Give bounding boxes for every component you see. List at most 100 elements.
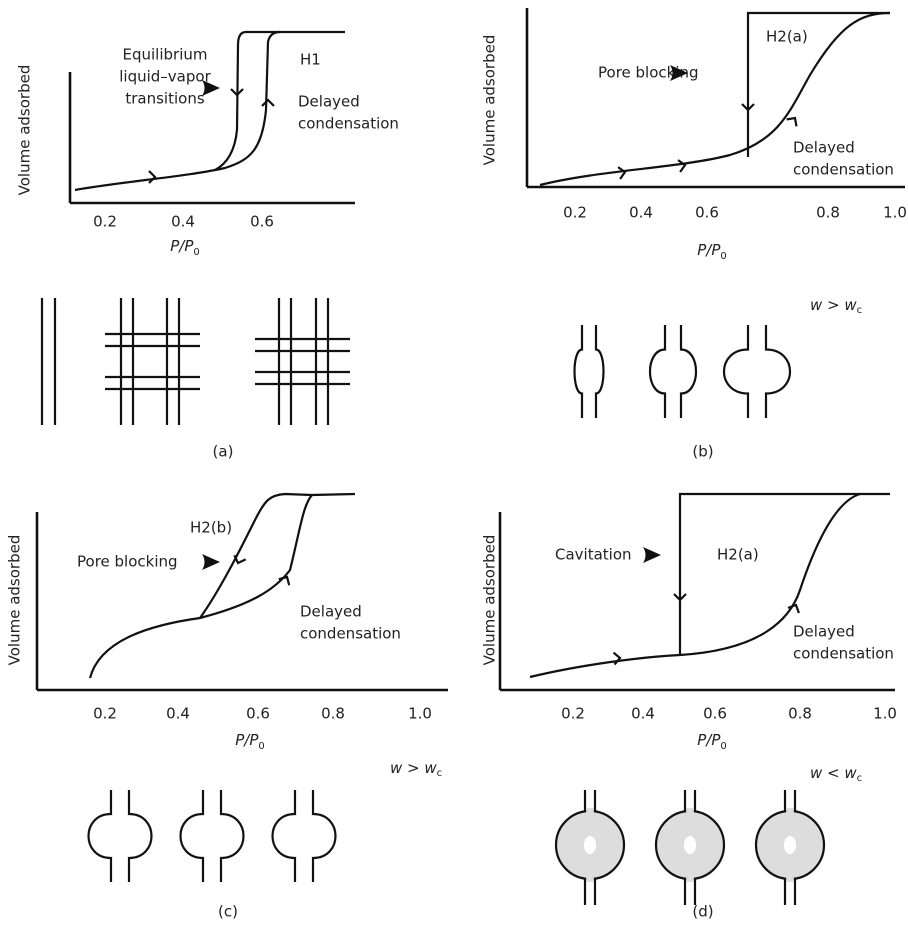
direction-arrow (148, 170, 157, 184)
direction-arrow (673, 593, 687, 602)
annotation: Delayed (793, 139, 855, 157)
y-axis-label: Volume adsorbed (6, 535, 24, 666)
junction (317, 373, 327, 383)
annotation: Equilibrium (123, 46, 208, 64)
x-axis-label-sub: 0 (720, 251, 726, 262)
condition-sub: c (437, 768, 443, 779)
hysteresis-type: H2(a) (766, 28, 808, 46)
adsorption-branch (529, 492, 890, 679)
x-tick-label: 0.4 (171, 213, 195, 231)
desorption-branch (199, 492, 313, 619)
x-tick-label: 0.4 (631, 705, 655, 723)
junction (168, 378, 178, 388)
annotation: Pore blocking (77, 553, 178, 571)
direction-arrow (261, 98, 275, 107)
x-tick-label: 1.0 (408, 705, 432, 723)
annotation: liquid–vapor (119, 68, 211, 86)
caption: (b) (692, 443, 713, 461)
x-axis-label-main: P/P (697, 731, 721, 749)
x-axis-label: P/P0 (170, 237, 200, 259)
desorption-branch (214, 30, 280, 171)
x-axis-label: P/P0 (235, 731, 265, 753)
x-axis-label-main: P/P (235, 731, 259, 749)
x-axis-label-main: P/P (697, 241, 721, 259)
neck-gap (686, 808, 694, 816)
neck-gap (686, 874, 694, 882)
x-tick-label: 0.6 (250, 213, 274, 231)
junction (317, 340, 327, 350)
junction (280, 373, 290, 383)
direction-arrow (786, 116, 798, 127)
condition-main: w > w (810, 296, 857, 314)
pore-wall (679, 325, 698, 418)
x-tick-label: 0.2 (93, 213, 117, 231)
junction (168, 335, 178, 345)
condition-main: w < w (810, 764, 857, 782)
x-tick-label: 0.2 (561, 705, 585, 723)
direction-arrow (230, 88, 244, 97)
x-tick-label: 0.2 (93, 705, 117, 723)
y-axis-label: Volume adsorbed (481, 535, 499, 666)
pore-highlight (684, 836, 696, 854)
condition: w > wc (810, 296, 862, 317)
direction-arrow (612, 651, 622, 666)
condition: w > wc (390, 759, 442, 780)
condition-sub: c (857, 305, 863, 316)
neck-gap (786, 808, 794, 816)
condition-main: w > w (390, 759, 437, 777)
x-axis-label: P/P0 (697, 731, 727, 753)
pore-wall (127, 790, 153, 882)
x-tick-label: 0.2 (563, 204, 587, 222)
x-tick-label: 0.6 (703, 705, 727, 723)
y-axis-label: Volume adsorbed (481, 35, 499, 166)
annotation: condensation (793, 161, 894, 179)
neck-gap (586, 874, 594, 882)
direction-arrow (741, 103, 755, 112)
annotation: transitions (125, 90, 204, 108)
hysteresis-type: H2(a) (717, 546, 759, 564)
x-tick-label: 0.6 (695, 204, 719, 222)
adsorption-branch (539, 11, 891, 187)
neck-gap (586, 808, 594, 816)
x-axis-label: P/P0 (697, 241, 727, 263)
junction (122, 335, 132, 345)
annotation: Delayed (793, 623, 855, 641)
annotation: Cavitation (555, 546, 632, 564)
adsorption-branch (74, 30, 345, 192)
pore-wall (648, 325, 667, 418)
x-tick-label: 1.0 (883, 204, 907, 222)
direction-arrow (677, 159, 687, 173)
hysteresis-type: H1 (300, 51, 321, 69)
y-axis-label: Volume adsorbed (16, 65, 34, 196)
pointer (670, 65, 688, 81)
pointer (643, 547, 661, 563)
isotherm-b (539, 11, 891, 187)
direction-arrow (787, 603, 800, 614)
junction (122, 378, 132, 388)
x-tick-label: 0.8 (788, 705, 812, 723)
caption: (c) (218, 903, 238, 921)
junction (280, 340, 290, 350)
direction-arrow (617, 166, 627, 180)
condition: w < wc (810, 764, 862, 785)
x-tick-label: 0.8 (321, 705, 345, 723)
x-tick-label: 0.4 (629, 204, 653, 222)
pointer (202, 80, 220, 96)
pore-wall (723, 325, 750, 418)
pore-wall (573, 325, 584, 418)
annotation: Delayed (300, 603, 362, 621)
caption: (d) (692, 903, 713, 921)
x-tick-label: 0.4 (166, 705, 190, 723)
adsorption-branch (88, 492, 356, 679)
neck-gap (786, 874, 794, 882)
x-tick-label: 0.6 (246, 705, 270, 723)
x-tick-label: 1.0 (873, 705, 897, 723)
x-axis-label-sub: 0 (258, 741, 264, 752)
pore-wall (87, 790, 113, 882)
x-tick-label: 0.8 (816, 204, 840, 222)
isotherm-a (74, 30, 345, 192)
pore-wall (219, 790, 245, 882)
pore-wall (179, 790, 205, 882)
annotation: condensation (298, 115, 399, 133)
